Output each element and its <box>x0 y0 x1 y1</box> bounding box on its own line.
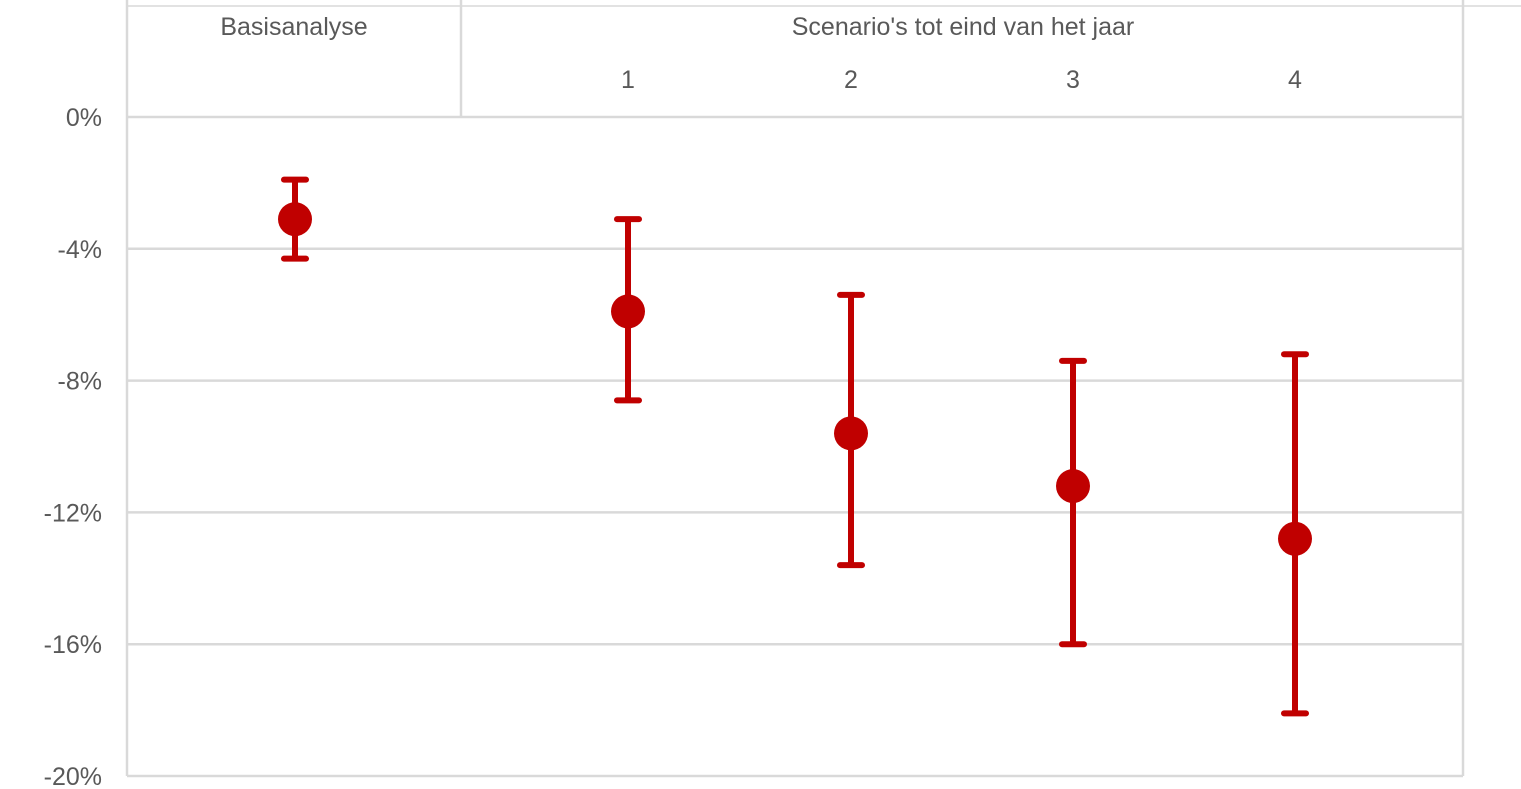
y-tick-label: -4% <box>58 236 102 264</box>
x-tick-label: 3 <box>1066 66 1080 94</box>
category-header: Basisanalyse Scenario's tot eind van het … <box>220 13 1302 94</box>
data-point <box>278 202 312 237</box>
data-point <box>611 294 645 329</box>
gridlines <box>127 115 1463 778</box>
x-tick-label: 2 <box>844 66 858 94</box>
y-tick-label: 0% <box>66 104 102 132</box>
group-label: Scenario's tot eind van het jaar <box>792 13 1134 41</box>
chart-frame <box>125 0 1521 776</box>
group-label: Basisanalyse <box>220 13 367 41</box>
data-point <box>1056 469 1090 504</box>
x-tick-label: 4 <box>1288 66 1302 94</box>
y-tick-label: -20% <box>44 763 102 789</box>
data-point <box>834 416 868 451</box>
y-tick-label: -12% <box>44 499 102 527</box>
data-point <box>1278 521 1312 556</box>
y-tick-label: -8% <box>58 368 102 396</box>
y-tick-label: -16% <box>44 631 102 659</box>
x-tick-label: 1 <box>621 66 635 94</box>
data-marks <box>278 176 1312 717</box>
y-axis-ticks: 0% -4% -8% -12% -16% -20% <box>44 104 102 789</box>
